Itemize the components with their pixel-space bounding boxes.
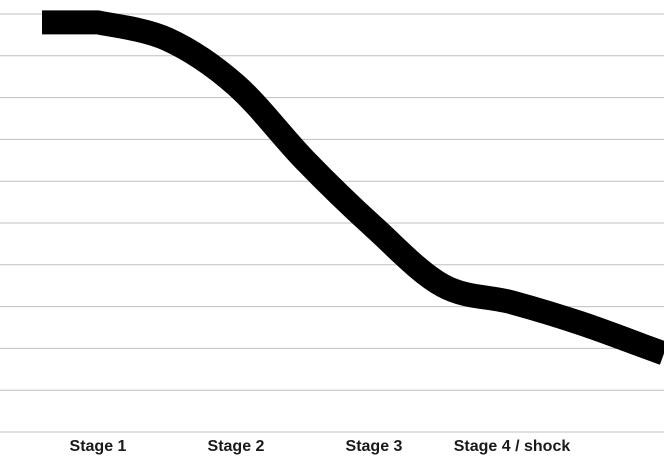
data-point <box>235 84 237 86</box>
x-tick-label: Stage 3 <box>346 438 403 455</box>
x-axis-tick-labels: Stage 1 Stage 2 Stage 3 Stage 4 / shock <box>70 438 571 455</box>
series-line <box>42 10 664 365</box>
data-point <box>511 301 513 303</box>
x-tick-label: Stage 2 <box>208 438 265 455</box>
data-point <box>97 21 99 23</box>
data-point <box>442 285 444 287</box>
x-tick-label: Stage 1 <box>70 438 127 455</box>
gridlines <box>0 13 664 433</box>
data-point <box>580 322 582 324</box>
data-point <box>649 347 651 349</box>
data-point <box>304 159 306 161</box>
data-point <box>166 38 168 40</box>
x-tick-label: Stage 4 / shock <box>454 438 571 455</box>
data-point <box>373 226 375 228</box>
series-group <box>42 10 664 365</box>
